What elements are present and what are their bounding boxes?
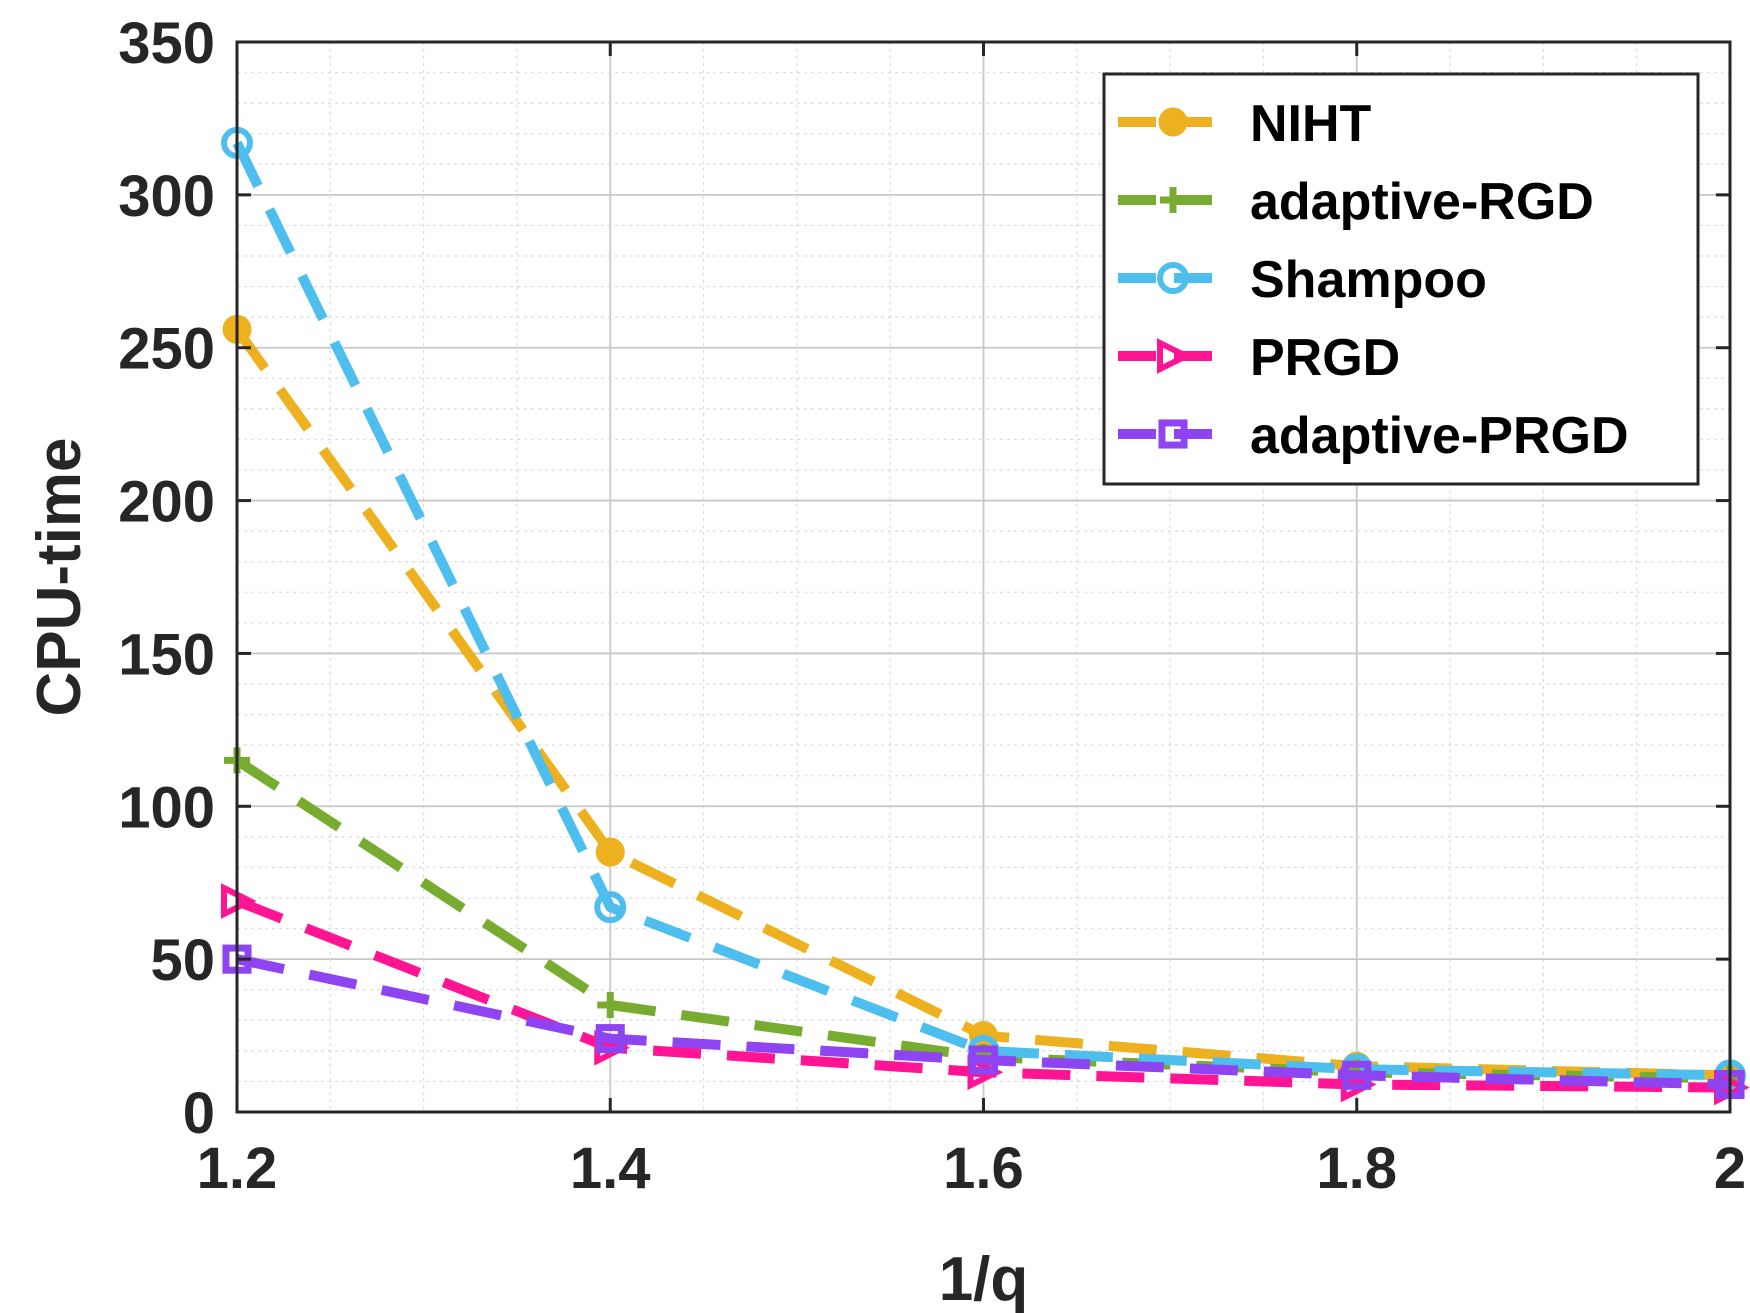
y-tick-label: 50 [150, 928, 215, 993]
y-tick-label: 200 [118, 470, 215, 535]
data-point [1342, 1060, 1372, 1090]
data-point [595, 837, 625, 867]
legend-item: adaptive-RGD [1118, 173, 1594, 231]
y-axis-label: CPU-time [25, 437, 94, 716]
y-tick-label: 150 [118, 622, 215, 687]
series-layer [221, 126, 1750, 1106]
y-tick-label: 300 [118, 164, 215, 229]
y-tick-label: 100 [118, 775, 215, 840]
legend-label: adaptive-RGD [1250, 173, 1594, 231]
x-tick-label: 1.8 [1316, 1136, 1397, 1201]
data-point [968, 1045, 999, 1075]
legend-label: adaptive-PRGD [1250, 407, 1629, 465]
legend-label: Shampoo [1250, 251, 1487, 309]
x-axis-label: 1/q [939, 1245, 1029, 1313]
series-line [235, 954, 1731, 1090]
legend-marker [1160, 187, 1186, 213]
legend-marker [1157, 338, 1193, 374]
x-tick-label: 1.4 [570, 1136, 651, 1201]
data-point [594, 891, 627, 924]
legend-marker [1157, 262, 1189, 294]
legend-marker [1158, 419, 1188, 449]
legend-item: PRGD [1118, 329, 1400, 387]
y-tick-label: 250 [118, 317, 215, 382]
x-tick-label: 1.2 [197, 1136, 278, 1201]
legend-marker [1158, 107, 1188, 137]
y-tick-label: 350 [118, 11, 215, 76]
data-point [597, 992, 624, 1018]
data-point [595, 1024, 625, 1054]
y-tick-label: 0 [183, 1081, 215, 1146]
legend-label: NIHT [1250, 95, 1372, 153]
legend-item: adaptive-PRGD [1118, 407, 1629, 465]
legend-item: NIHT [1118, 95, 1372, 153]
legend-label: PRGD [1250, 329, 1400, 387]
axis-ticks: 1.2 1.4 1.6 1.8 2 0 50 100 150 200 250 300 350 [118, 11, 1746, 1201]
legend-item: Shampoo [1118, 251, 1487, 309]
x-tick-label: 2 [1714, 1136, 1746, 1201]
series-line [232, 140, 1731, 1081]
legend: NIHT adaptive-RGD Shampoo PRGD adaptive-PRGD [1102, 72, 1700, 486]
x-tick-label: 1.6 [943, 1136, 1024, 1201]
